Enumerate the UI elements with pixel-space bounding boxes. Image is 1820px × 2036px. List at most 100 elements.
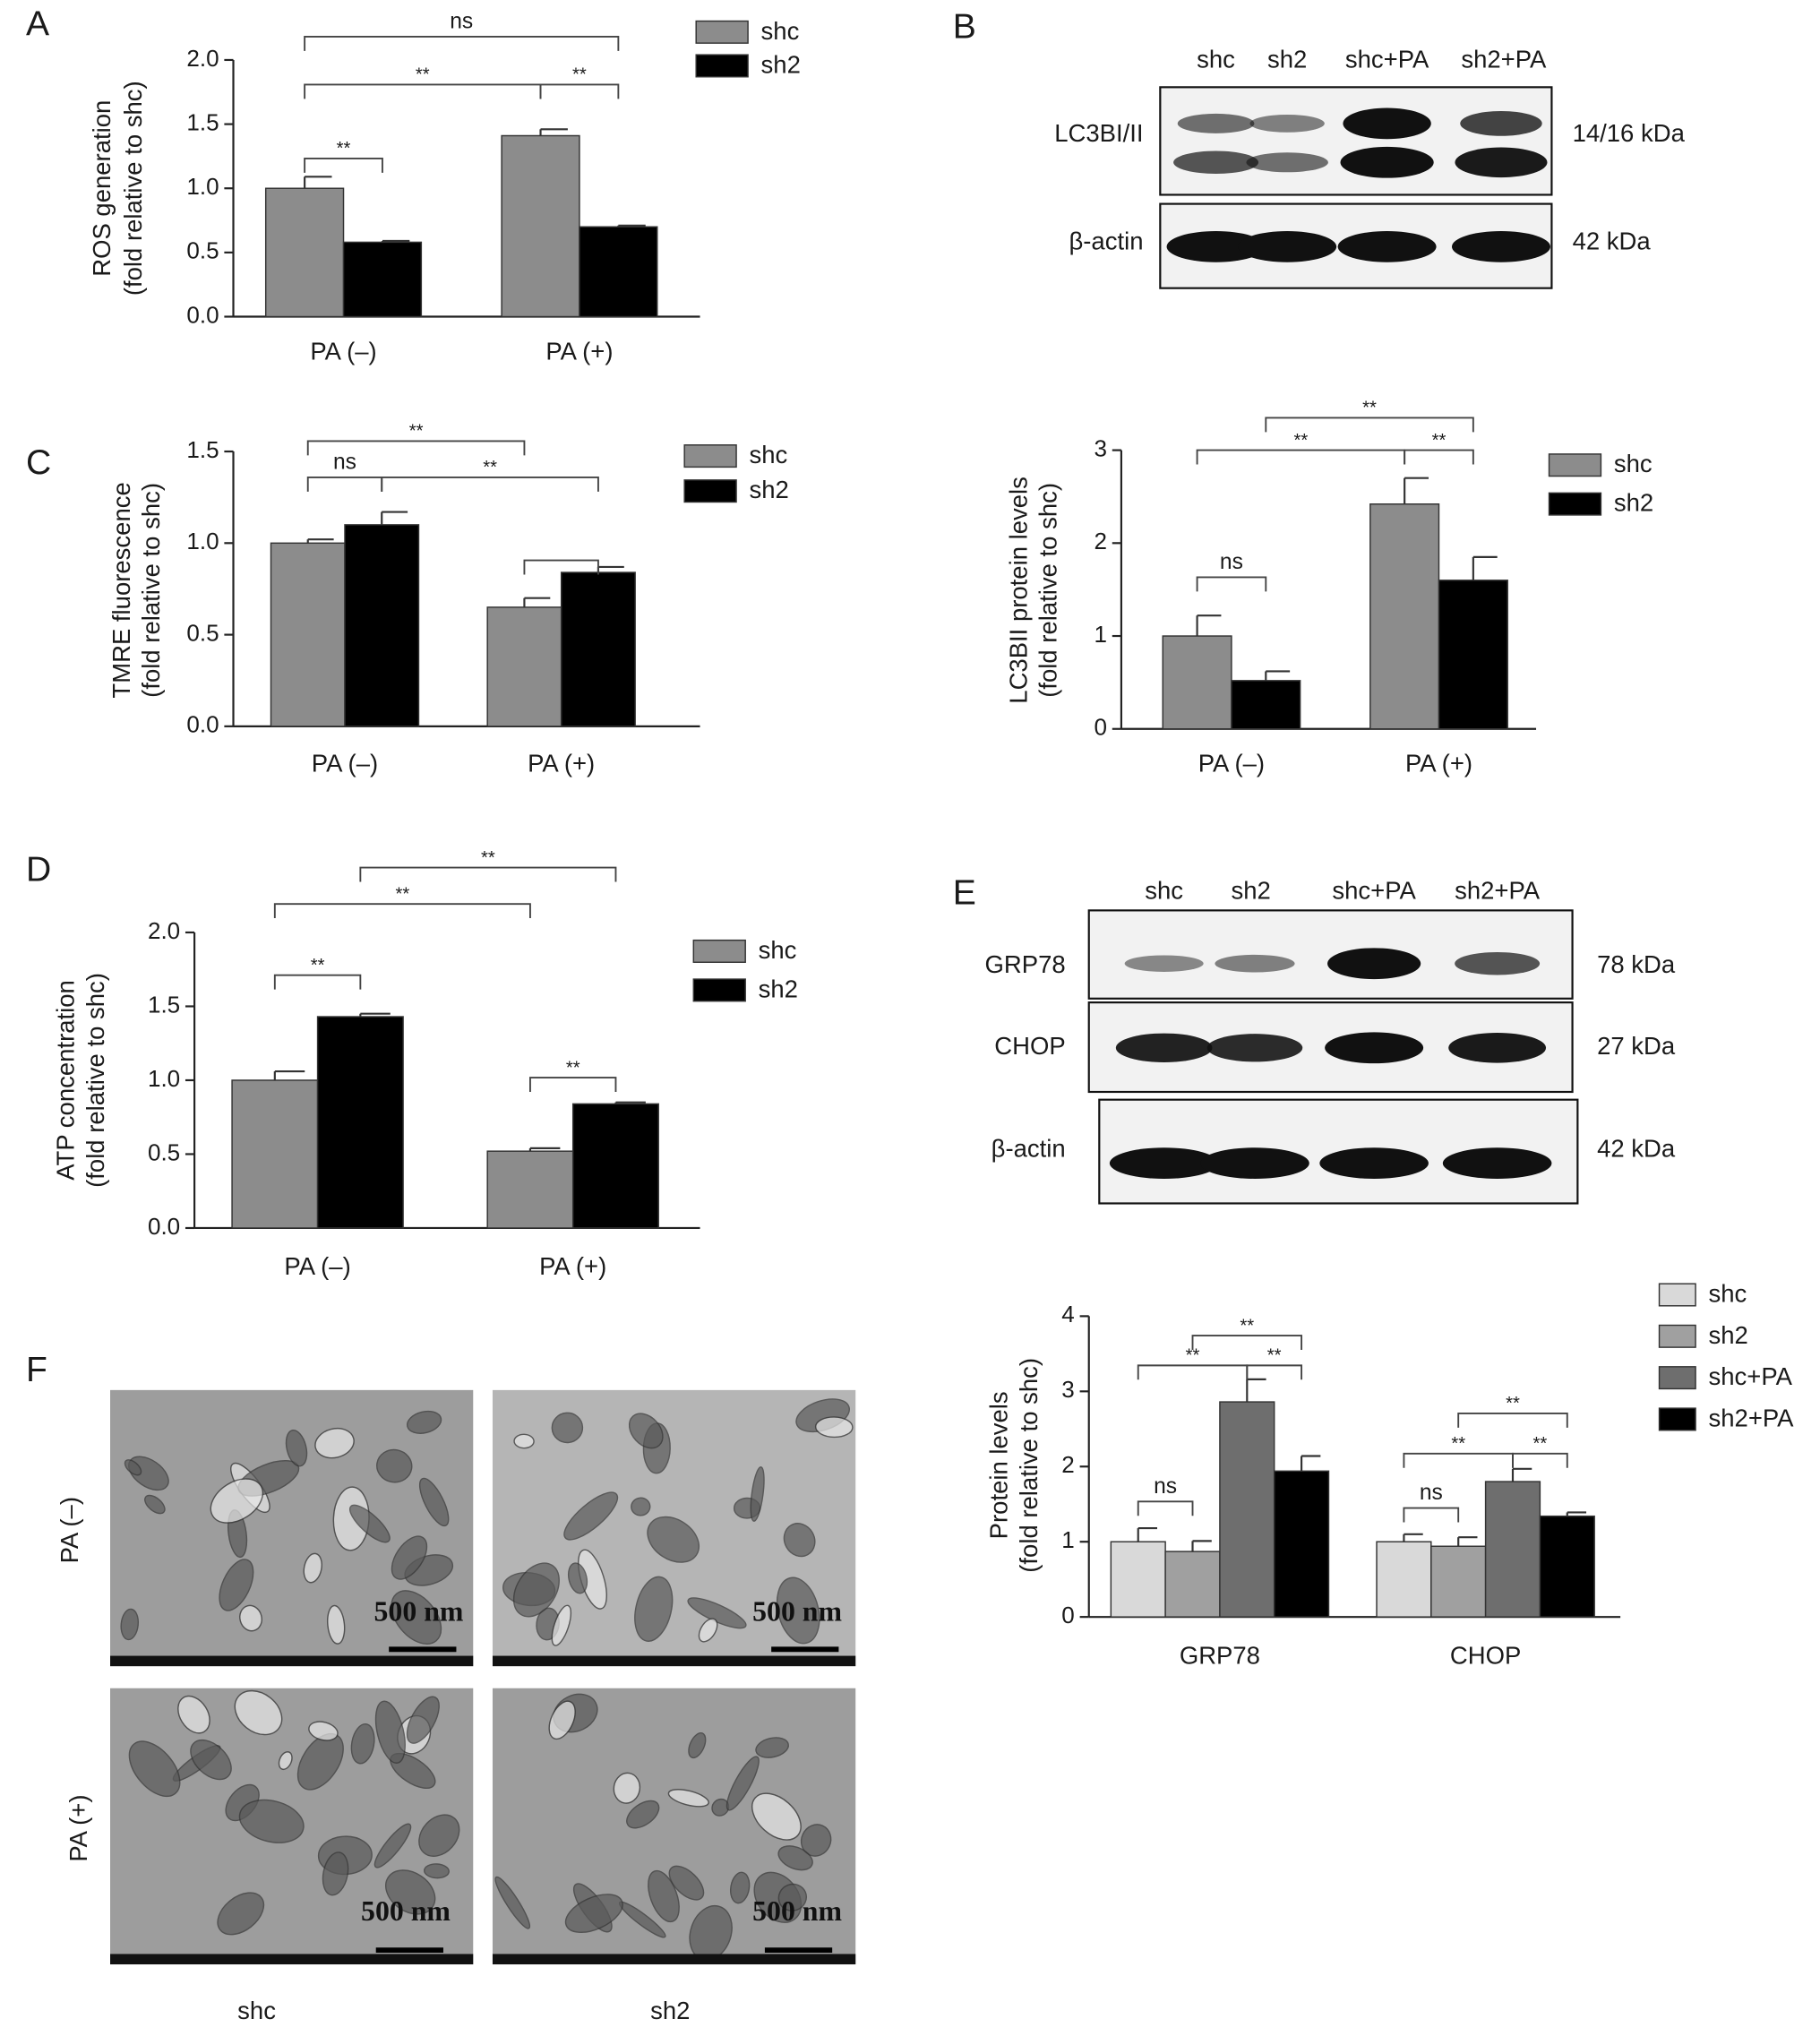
row-label: β-actin: [992, 1134, 1066, 1162]
significance-label: **: [1533, 1434, 1548, 1454]
significance-bracket: [306, 477, 383, 492]
bar: [1539, 1515, 1595, 1618]
y-tick-label: 3: [1061, 1376, 1075, 1403]
blot-band: [1340, 146, 1434, 178]
panel-label: A: [26, 5, 49, 44]
bar: [342, 241, 423, 318]
y-tick-label: 0.0: [148, 1213, 180, 1240]
column-label: shc: [237, 1997, 276, 2024]
blot-band: [1337, 230, 1437, 262]
organelle: [238, 1799, 305, 1843]
x-tick-label: PA (–): [310, 337, 376, 365]
significance-label: **: [1293, 431, 1308, 451]
panel-label: E: [953, 873, 976, 912]
organelle: [564, 1894, 623, 1933]
y-tick-label: 1.5: [186, 108, 219, 135]
blot-band: [1327, 948, 1421, 980]
legend-label: sh2+PA: [1709, 1404, 1795, 1431]
blot-band: [1177, 113, 1255, 133]
bar: [1273, 1470, 1330, 1618]
organelle: [513, 1433, 535, 1449]
legend-label: shc: [759, 936, 797, 964]
blot-band: [1451, 230, 1550, 262]
organelle: [725, 1756, 760, 1811]
x-tick-label: PA (–): [312, 750, 378, 777]
significance-bracket: [523, 559, 599, 575]
organelle: [349, 1504, 391, 1543]
legend-label: shc: [1614, 450, 1653, 477]
bar: [501, 134, 580, 318]
organelle: [667, 1789, 709, 1808]
organelle: [406, 1410, 442, 1434]
bar: [1162, 635, 1232, 730]
bar: [560, 571, 636, 727]
lane-label: sh2+PA: [1455, 876, 1541, 904]
x-tick-label: PA (–): [284, 1252, 350, 1280]
significance-bracket: [539, 83, 620, 99]
significance-label: **: [311, 956, 325, 975]
blot-frame: [1087, 909, 1574, 1000]
organelle: [750, 1466, 765, 1522]
organelle: [548, 1700, 576, 1740]
legend-label: sh2: [1709, 1321, 1748, 1349]
significance-bracket: [306, 440, 526, 456]
legend-label: sh2: [759, 975, 798, 1002]
organelle: [239, 1604, 263, 1632]
significance-label: **: [1506, 1394, 1520, 1413]
significance-bracket: [1196, 449, 1406, 465]
y-tick-label: 2: [1061, 1451, 1075, 1478]
organelle: [668, 1865, 705, 1901]
bar: [1369, 503, 1440, 730]
legend-label: shc: [1709, 1279, 1747, 1307]
micrograph-footer: [110, 1954, 474, 1965]
y-tick-label: 2: [1094, 528, 1107, 554]
y-axis-label: (fold relative to shc): [1034, 483, 1062, 698]
blot-band: [1115, 1033, 1213, 1062]
bar: [316, 1016, 404, 1229]
organelle: [777, 1883, 808, 1911]
significance-label: **: [1432, 431, 1447, 451]
legend-swatch: [695, 20, 749, 44]
y-axis-label: ROS generation: [88, 100, 116, 277]
legend-swatch: [1548, 492, 1602, 516]
organelle: [314, 1427, 355, 1459]
micrograph: [110, 1688, 474, 1965]
bar: [264, 187, 345, 318]
organelle: [631, 1497, 651, 1516]
y-axis-label: TMRE fluorescence: [107, 482, 135, 698]
significance-bracket: [381, 477, 599, 492]
significance-label: ns: [1420, 1481, 1443, 1505]
significance-label: **: [566, 1058, 580, 1078]
organelle: [391, 1590, 442, 1645]
significance-bracket: [1404, 449, 1474, 465]
size-label: 78 kDa: [1597, 950, 1676, 978]
blot-band: [1215, 954, 1295, 973]
micrograph: [492, 1688, 856, 1965]
blot-band: [1455, 951, 1541, 975]
legend-label: shc+PA: [1709, 1362, 1793, 1390]
lane-label: sh2+PA: [1461, 46, 1547, 73]
y-tick-label: 1.5: [148, 991, 180, 1018]
legend-swatch: [1658, 1283, 1696, 1307]
significance-bracket: [304, 83, 542, 99]
organelle: [308, 1721, 339, 1741]
y-tick-label: 1.0: [148, 1065, 180, 1092]
bar: [1430, 1545, 1487, 1618]
blot-band: [1442, 1147, 1552, 1179]
significance-bracket: [1265, 417, 1474, 433]
lane-label: shc: [1197, 46, 1235, 73]
y-axis-label: (fold relative to shc): [119, 81, 147, 296]
blot-band: [1124, 955, 1204, 972]
significance-label: **: [1362, 399, 1377, 418]
micrograph-footer: [492, 1655, 856, 1667]
organelle: [322, 1851, 349, 1896]
x-tick-label: CHOP: [1450, 1641, 1521, 1669]
bar: [1484, 1481, 1541, 1618]
significance-bracket: [1512, 1452, 1568, 1468]
significance-bracket: [304, 35, 620, 51]
organelle: [628, 1413, 664, 1449]
significance-label: ns: [333, 451, 356, 475]
organelle: [219, 1559, 254, 1611]
row-label: CHOP: [994, 1032, 1065, 1060]
